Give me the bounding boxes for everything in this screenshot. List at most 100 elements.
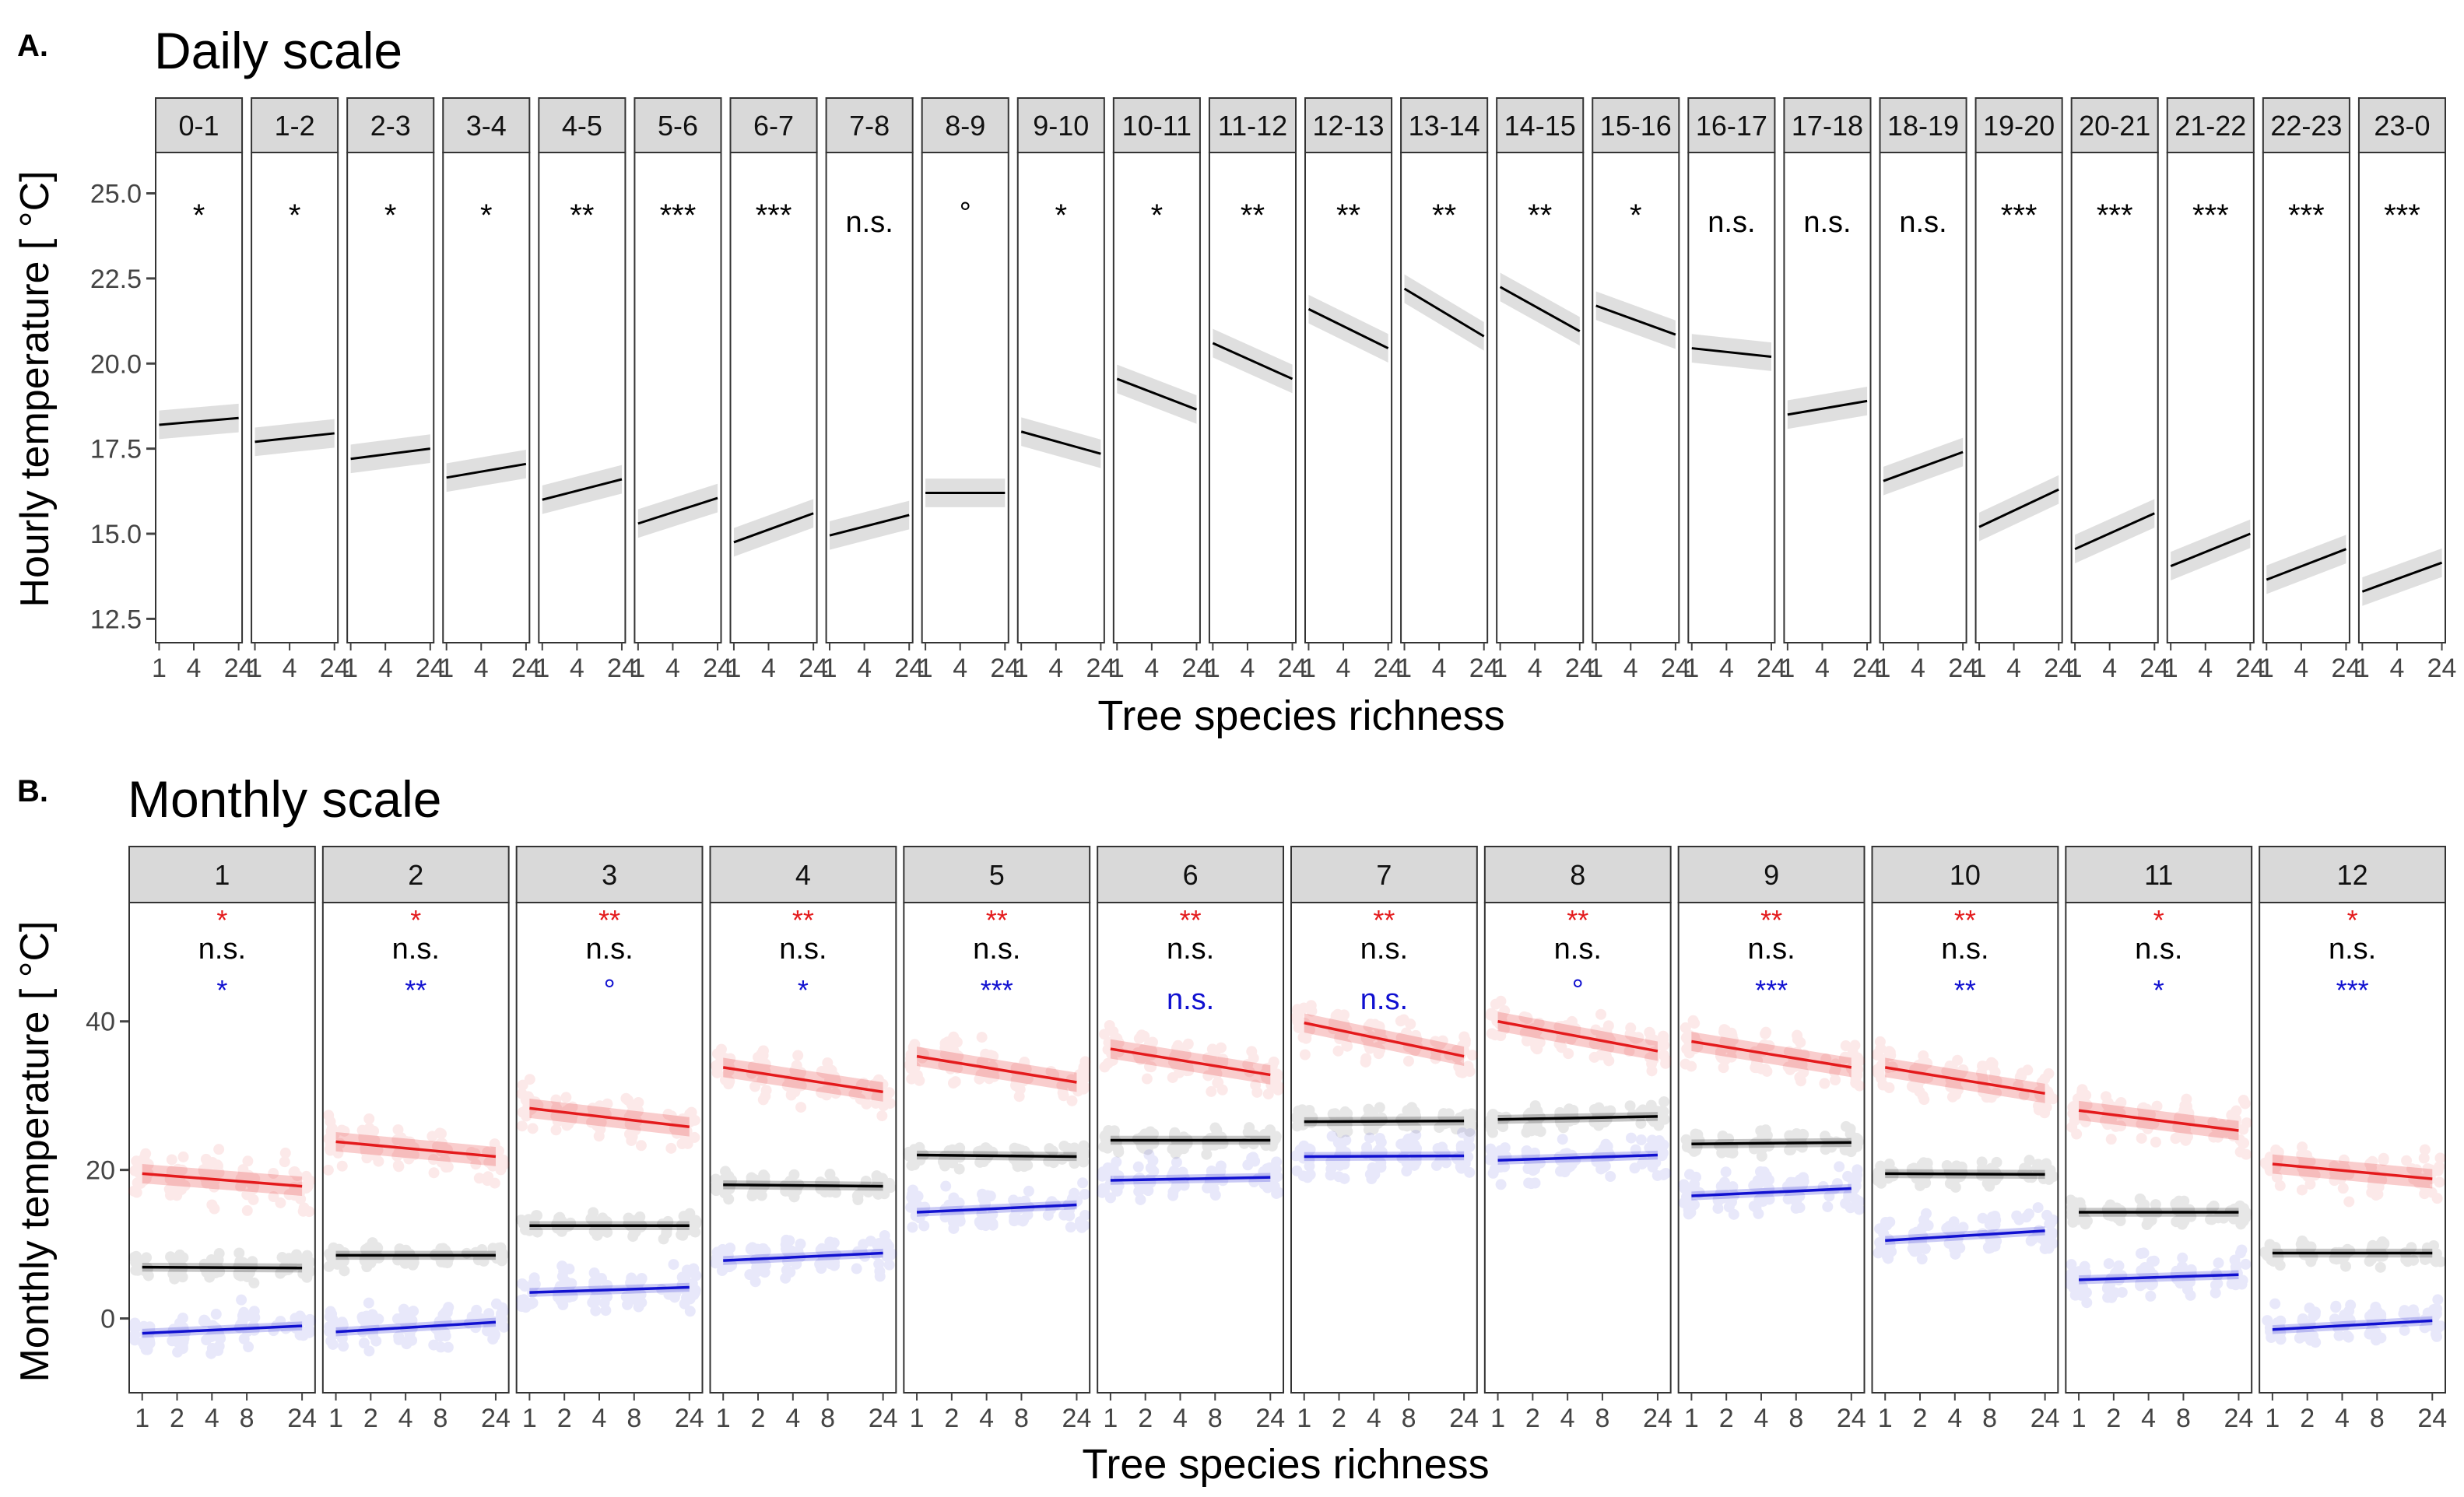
mean-data-point: [201, 1267, 212, 1278]
mean-data-point: [1922, 1158, 1933, 1169]
mean-data-point: [982, 1144, 994, 1155]
x-tick-label: 24: [2235, 654, 2265, 683]
min-data-point: [1528, 1162, 1539, 1173]
max-data-point: [905, 1063, 917, 1075]
mean-data-point: [2259, 1246, 2270, 1258]
max-data-point: [1987, 1061, 1999, 1072]
mean-data-point: [1521, 1127, 1532, 1138]
mean-data-point: [717, 1180, 728, 1191]
max-data-point: [591, 1120, 602, 1131]
mean-data-point: [624, 1214, 636, 1225]
max-data-point: [1016, 1076, 1027, 1088]
min-data-point: [725, 1242, 736, 1253]
x-tick-label: 1: [1780, 654, 1795, 683]
min-data-point: [2399, 1305, 2410, 1316]
min-significance-label: ***: [1755, 974, 1788, 1006]
max-data-point: [1017, 1075, 1029, 1087]
mean-significance-label: n.s.: [1554, 933, 1602, 966]
max-data-point: [595, 1124, 606, 1135]
x-tick-label: 4: [570, 654, 584, 683]
min-data-point: [528, 1272, 540, 1284]
max-data-point: [1079, 1056, 1091, 1068]
max-data-point: [495, 1160, 507, 1172]
facet-strip: [2357, 97, 2447, 153]
min-data-point: [2431, 1303, 2443, 1315]
mean-data-point: [627, 1231, 639, 1243]
min-data-point: [1875, 1243, 1887, 1254]
min-data-point: [907, 1184, 918, 1196]
max-data-point: [1058, 1090, 1069, 1102]
max-data-point: [1395, 1015, 1406, 1027]
regression-line: [2074, 512, 2155, 551]
min-data-point: [883, 1259, 895, 1271]
mean-significance-label: n.s.: [2135, 933, 2182, 966]
x-tick-label: 2: [1525, 1404, 1540, 1433]
max-data-point: [470, 1159, 482, 1170]
mean-data-point: [136, 1256, 148, 1267]
min-data-point: [139, 1340, 150, 1352]
min-data-point: [940, 1180, 952, 1192]
min-data-point: [2023, 1208, 2035, 1220]
mean-data-point: [597, 1212, 609, 1224]
max-data-point: [241, 1189, 253, 1201]
facet-17-18: 17-18n.s.1 4 24: [1780, 97, 1882, 683]
min-data-point: [170, 1331, 182, 1343]
y-tick-label: 22.5: [90, 265, 142, 294]
x-tick-label: 24: [1062, 1404, 1092, 1433]
min-data-point: [214, 1332, 226, 1344]
min-data-point: [1457, 1127, 1469, 1138]
max-data-point: [791, 1060, 802, 1071]
mean-data-point: [629, 1225, 641, 1237]
mean-data-point: [1079, 1148, 1090, 1160]
max-data-point: [163, 1183, 175, 1195]
max-data-point: [909, 1061, 921, 1073]
mean-data-point: [1244, 1122, 1255, 1134]
min-data-point: [785, 1245, 797, 1257]
min-data-point: [338, 1341, 349, 1352]
max-data-point: [323, 1133, 335, 1145]
mean-data-point: [723, 1170, 735, 1182]
min-data-point: [363, 1345, 375, 1357]
max-data-point: [870, 1097, 882, 1109]
max-data-point: [598, 1106, 610, 1117]
x-tick-label: 4: [1815, 654, 1830, 683]
facet-strip: [2070, 97, 2159, 153]
max-data-point: [301, 1181, 313, 1193]
significance-label: ***: [756, 198, 792, 233]
mean-data-point: [324, 1248, 335, 1260]
max-data-point: [326, 1123, 338, 1134]
significance-label: ***: [2192, 198, 2229, 233]
mean-data-point: [524, 1215, 535, 1227]
max-points: [128, 1144, 316, 1218]
max-data-point: [129, 1165, 141, 1176]
max-data-point: [1495, 995, 1507, 1007]
max-significance-label: *: [216, 904, 227, 936]
mean-data-point: [724, 1183, 735, 1195]
panel-a: A. Daily scale Hourly temperature [ °C] …: [12, 22, 2456, 739]
min-data-point: [238, 1333, 250, 1344]
max-data-point: [756, 1048, 767, 1060]
max-data-point: [1293, 1009, 1304, 1021]
max-data-point: [526, 1096, 538, 1107]
mean-data-point: [952, 1144, 963, 1155]
facet-label: 5-6: [658, 110, 698, 142]
min-data-point: [588, 1280, 600, 1292]
max-data-point: [494, 1159, 506, 1171]
min-data-point: [327, 1338, 339, 1350]
mean-data-point: [1048, 1157, 1059, 1169]
min-data-point: [275, 1316, 286, 1327]
max-data-point: [442, 1161, 454, 1173]
max-data-point: [325, 1138, 336, 1150]
min-data-point: [358, 1337, 370, 1349]
max-data-point: [426, 1131, 438, 1142]
significance-label: *: [193, 198, 205, 233]
mean-data-point: [585, 1212, 597, 1224]
min-data-point: [553, 1292, 564, 1303]
min-data-point: [912, 1190, 924, 1202]
min-data-point: [131, 1321, 142, 1333]
max-data-point: [2238, 1124, 2249, 1135]
max-data-point: [795, 1102, 807, 1113]
max-data-point: [689, 1114, 700, 1126]
mean-data-point: [554, 1211, 566, 1223]
min-data-point: [357, 1313, 369, 1325]
